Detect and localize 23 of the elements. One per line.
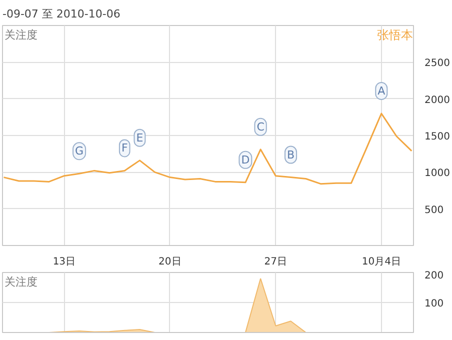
x-tick-label: 13日 xyxy=(52,256,76,268)
y-tick-label: 1500 xyxy=(424,132,450,142)
x-tick-label: 10月4日 xyxy=(362,256,401,268)
line-series xyxy=(3,112,412,185)
y-tick-label: 200 xyxy=(424,270,444,282)
y-tick-label: 500 xyxy=(424,204,444,216)
y-tick-label: 2500 xyxy=(424,58,450,70)
annotation: G xyxy=(75,144,84,158)
annotation: E xyxy=(136,131,144,144)
text: 张悟本 xyxy=(377,26,413,44)
y-tick-label: 1000 xyxy=(424,168,450,180)
x-tick-label: 20日 xyxy=(158,256,182,268)
y-tick-label: 100 xyxy=(424,298,444,310)
y-tick-label: 2000 xyxy=(424,94,450,106)
annotation: D xyxy=(241,153,250,166)
annotation: F xyxy=(121,142,128,155)
annotation: C xyxy=(256,120,265,134)
chart-subtitle: -09-07 至 2010-10-06 xyxy=(2,8,120,20)
annotation: B xyxy=(286,148,295,162)
annotation: 关注度 xyxy=(4,28,38,42)
annotation: A xyxy=(378,84,386,98)
annotation: 关注度 xyxy=(4,276,38,288)
x-tick-label: 27日 xyxy=(264,256,288,268)
